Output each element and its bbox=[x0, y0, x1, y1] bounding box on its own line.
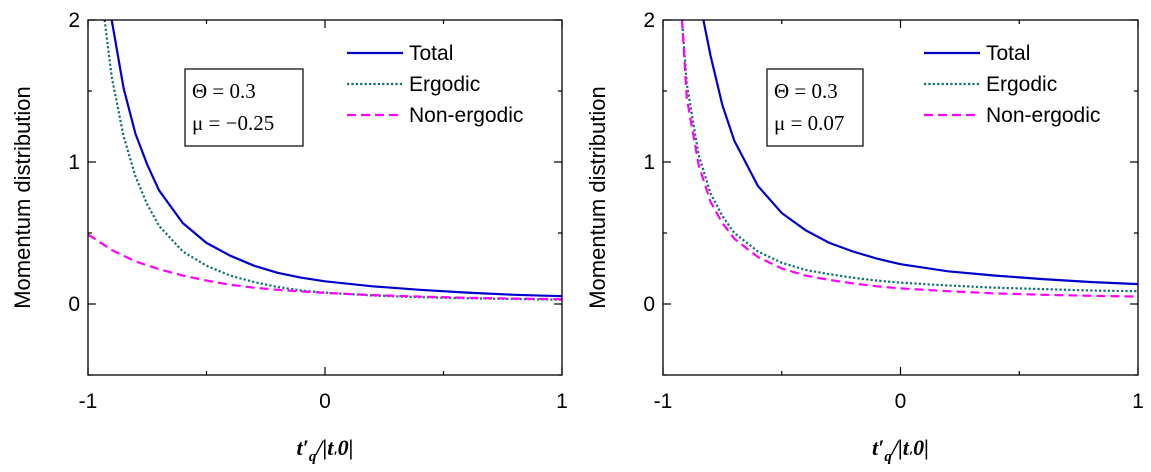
legend-label: Non-ergodic bbox=[986, 104, 1100, 127]
y-tick-label: 2 bbox=[68, 9, 80, 32]
parameter-box: Θ = 0.3 μ = 0.07 bbox=[766, 68, 864, 147]
x-axis-title-subscript: ′ bbox=[909, 449, 913, 465]
legend: Total Ergodic Non-ergodic bbox=[924, 42, 1100, 127]
y-axis-title: Momentum distribution bbox=[585, 86, 610, 309]
x-axis-title-subscript: ′ bbox=[333, 449, 337, 465]
y-tick-label: 0 bbox=[643, 293, 655, 316]
x-tick-label: 0 bbox=[319, 390, 331, 413]
legend-label: Ergodic bbox=[986, 73, 1057, 96]
legend-label: Non-ergodic bbox=[409, 104, 523, 127]
plot-frame bbox=[87, 19, 563, 376]
series-line-ergodic bbox=[103, 20, 562, 301]
parameter-label: Θ = 0.3 bbox=[192, 79, 256, 103]
parameter-box-frame bbox=[184, 68, 304, 147]
x-axis-title-part: 0| bbox=[913, 435, 929, 460]
parameter-box: Θ = 0.3 μ = −0.25 bbox=[184, 68, 304, 147]
series-line-ergodic bbox=[680, 20, 1138, 293]
legend-label: Total bbox=[986, 42, 1030, 65]
x-axis-title-part: t′ bbox=[297, 435, 309, 460]
chart-panel-2: 0 1 2 -1 0 1 Momentum distribution t′q/|t′0| Tot… bbox=[585, 9, 1144, 465]
legend-label: Ergodic bbox=[409, 73, 480, 96]
x-axis-title-part: /|t bbox=[890, 435, 910, 460]
x-axis-title-part: /|t bbox=[314, 435, 334, 460]
legend-label: Total bbox=[409, 42, 453, 65]
series-line-non-ergodic bbox=[680, 20, 1138, 298]
x-axis-title-subscript: q bbox=[884, 449, 892, 465]
legend: Total Ergodic Non-ergodic bbox=[347, 42, 523, 127]
x-tick-label: 1 bbox=[556, 390, 568, 413]
y-tick-label: 1 bbox=[643, 151, 655, 174]
x-axis-title: t′q/|t′0| bbox=[872, 435, 929, 465]
plot-frame bbox=[662, 19, 1139, 376]
x-axis-title-subscript: q bbox=[309, 449, 317, 465]
y-tick-label: 2 bbox=[643, 9, 655, 32]
x-axis-title: t′q/|t′0| bbox=[297, 435, 354, 465]
parameter-box-frame bbox=[766, 68, 864, 147]
parameter-label: μ = 0.07 bbox=[774, 111, 844, 135]
y-axis-title: Momentum distribution bbox=[10, 86, 35, 309]
series-line-total bbox=[110, 20, 562, 298]
parameter-label: Θ = 0.3 bbox=[774, 79, 838, 103]
x-tick-label: 0 bbox=[895, 390, 907, 413]
y-tick-label: 1 bbox=[68, 151, 80, 174]
chart-panel-1: 0 1 2 -1 0 1 Momentum distribution t′q/|t′0| Tot… bbox=[10, 9, 568, 465]
series-line-non-ergodic bbox=[88, 233, 562, 301]
x-axis-title-part: 0| bbox=[338, 435, 354, 460]
series-line-total bbox=[702, 20, 1138, 286]
x-tick-label: -1 bbox=[79, 390, 98, 413]
y-tick-label: 0 bbox=[68, 293, 80, 316]
x-tick-label: -1 bbox=[654, 390, 673, 413]
x-tick-label: 1 bbox=[1132, 390, 1144, 413]
x-axis-title-part: t′ bbox=[872, 435, 884, 460]
parameter-label: μ = −0.25 bbox=[192, 111, 274, 135]
